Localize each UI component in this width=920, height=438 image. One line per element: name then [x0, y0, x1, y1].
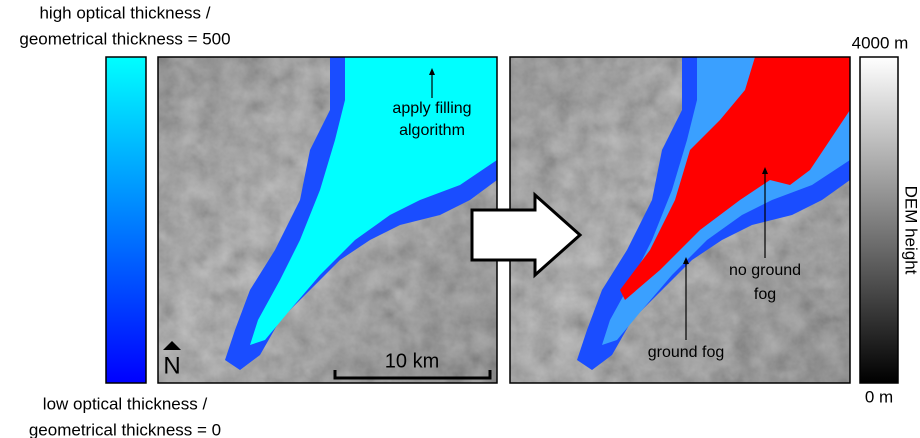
annotation: apply filling [392, 100, 471, 117]
left-map: apply filling algorithm N 10 km [158, 57, 497, 383]
annotation: fog [754, 286, 776, 303]
scale-label: 10 km [385, 350, 439, 372]
colorbar-label: 4000 m [852, 33, 909, 52]
colorbar-label: geometrical thickness = 500 [19, 29, 230, 48]
optical-colorbar [106, 57, 146, 383]
colorbar-label: 0 m [865, 387, 893, 406]
colorbar-label: high optical thickness / [39, 3, 210, 22]
annotation: no ground [729, 262, 801, 279]
annotation: algorithm [399, 122, 465, 139]
colorbar-label: geometrical thickness = 0 [29, 420, 221, 438]
north-label: N [163, 352, 180, 379]
annotation: ground fog [648, 344, 725, 361]
colorbar-axis-label: DEM height [902, 186, 920, 275]
colorbar-label: low optical thickness / [43, 394, 208, 413]
figure: high optical thickness / geometrical thi… [0, 0, 920, 438]
dem-colorbar [860, 57, 898, 383]
